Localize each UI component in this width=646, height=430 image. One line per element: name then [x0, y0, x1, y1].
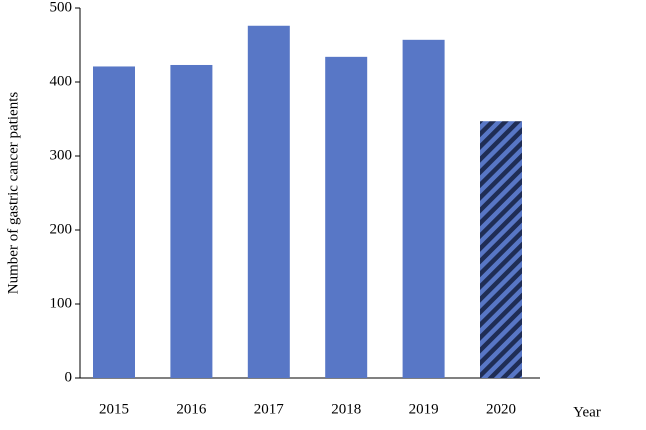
x-tick-label: 2019	[409, 401, 439, 417]
bar	[93, 66, 135, 379]
bar	[247, 25, 290, 378]
bar	[325, 56, 368, 379]
y-axis-title: Number of gastric cancer patients	[5, 92, 21, 295]
y-tick-label: 400	[50, 73, 73, 89]
bar	[170, 64, 213, 378]
x-tick-label: 2015	[99, 401, 129, 417]
x-tick-label: 2016	[176, 401, 207, 417]
x-axis-title: Year	[573, 404, 601, 420]
x-tick-label: 2017	[254, 401, 285, 417]
x-tick-label: 2020	[486, 401, 516, 417]
x-tick-label: 2018	[331, 401, 361, 417]
y-tick-label: 300	[50, 147, 73, 163]
y-tick-label: 100	[50, 295, 73, 311]
y-tick-label: 500	[50, 0, 73, 15]
bar	[402, 39, 445, 378]
y-tick-label: 0	[65, 369, 73, 385]
y-tick-label: 200	[50, 221, 73, 237]
bar	[480, 121, 522, 378]
